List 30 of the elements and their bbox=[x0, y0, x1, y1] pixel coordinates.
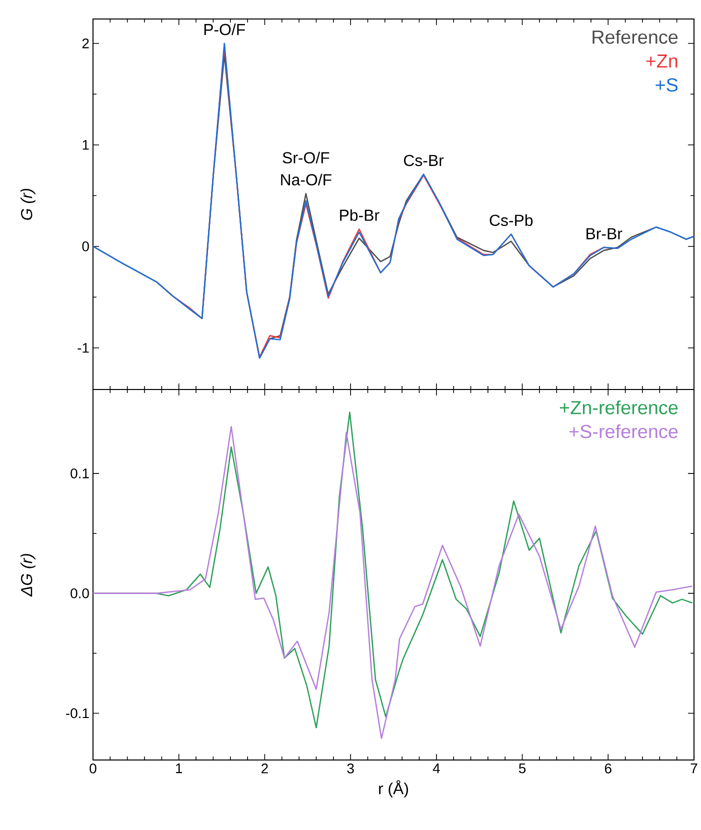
y-tick-label: 2 bbox=[82, 38, 89, 48]
x-axis-title: r (Å) bbox=[378, 780, 408, 798]
annotation: Cs-Pb bbox=[490, 214, 532, 226]
y-tick-label: -1 bbox=[78, 343, 89, 353]
x-tick-label: 6 bbox=[604, 764, 612, 774]
x-tick-label: 7 bbox=[690, 764, 698, 774]
y-tick-label: -0.1 bbox=[66, 708, 89, 718]
text: Reference bbox=[592, 30, 678, 44]
annotation: Pb-Br bbox=[340, 209, 380, 221]
y-tick-label: 0.1 bbox=[70, 468, 89, 478]
x-tick-label: 2 bbox=[261, 764, 268, 774]
x-tick-label: 0 bbox=[90, 764, 96, 774]
annotation: Br-Br bbox=[586, 228, 622, 240]
x-tick-label: 5 bbox=[518, 764, 526, 774]
x-tick-label: 1 bbox=[176, 764, 182, 774]
annotation: Na-O/F bbox=[281, 174, 332, 186]
x-tick-label: 3 bbox=[347, 764, 354, 774]
text: +Zn bbox=[646, 54, 678, 68]
annotation: P-O/F bbox=[204, 23, 245, 36]
y-tick-label: 1 bbox=[82, 140, 89, 150]
y-axis-title: G (r) bbox=[20, 188, 36, 220]
y-tick-label: 0 bbox=[82, 241, 89, 252]
y-axis-title: ΔG (r) bbox=[20, 554, 36, 597]
x-tick-label: 4 bbox=[432, 764, 440, 774]
text: +S bbox=[656, 78, 678, 92]
text: +Zn-reference bbox=[560, 400, 678, 414]
annotation: Sr-O/F bbox=[282, 152, 330, 164]
text: +S-reference bbox=[569, 424, 678, 438]
y-tick-label: 0.0 bbox=[70, 588, 89, 598]
annotation: Cs-Br bbox=[404, 154, 444, 166]
